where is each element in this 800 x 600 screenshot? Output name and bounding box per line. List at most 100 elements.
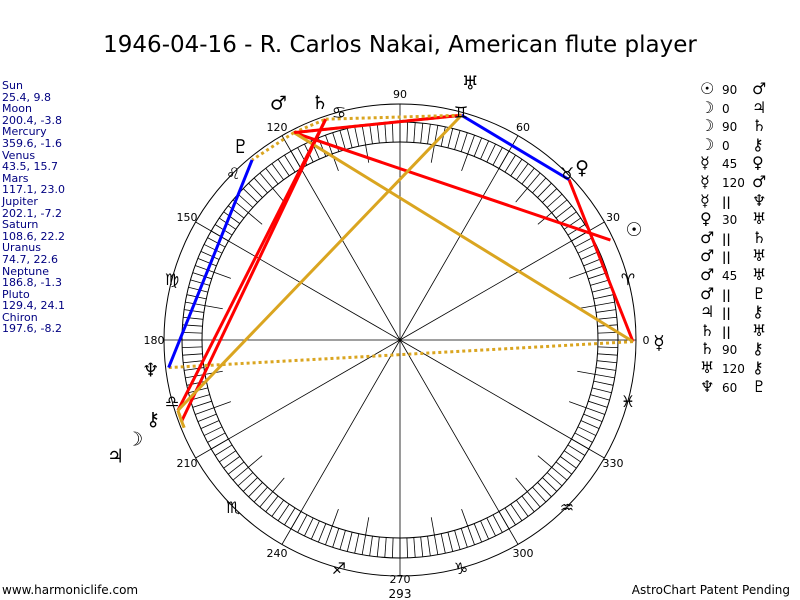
zodiac-sign-2: ♊ — [454, 103, 468, 122]
degree-tick — [526, 491, 541, 508]
ten-degree-tick — [272, 477, 285, 492]
degree-tick — [227, 205, 245, 219]
degree-tick — [369, 536, 373, 556]
degree-tick — [559, 211, 577, 224]
aspect-type: || — [722, 194, 731, 209]
degree-tick — [596, 367, 616, 371]
planet-glyph: ♃ — [752, 97, 767, 117]
ten-degree-tick — [430, 517, 435, 536]
degree-tick — [197, 413, 217, 423]
aspect-type: 0 — [722, 101, 730, 116]
degree-tick — [510, 503, 523, 521]
degree-tick — [197, 257, 217, 267]
degree-tick — [577, 426, 597, 436]
ten-degree-tick — [569, 271, 587, 279]
aspect-row: ♂ || ♄ — [700, 228, 772, 248]
aspect-type: 60 — [722, 380, 738, 395]
degree-tick — [427, 124, 431, 144]
degree-tick — [567, 444, 586, 456]
degree-tick — [406, 537, 409, 558]
degree-tick — [271, 163, 284, 181]
degree-tick — [354, 126, 360, 147]
aspect-line — [176, 114, 463, 412]
planet-name: Neptune — [2, 264, 50, 278]
planet-name: Moon — [2, 102, 32, 116]
aspect-list: ☉ 90 ♂ ☽ 0 ♃ ☽ 90 ♄ ☽ 0 ⚷ ☿ 45 ♀ ☿ 120 ♂ ☿ || ♆ ♀ 30 ♅ ♂ || ♄ ♂ || ♅ ♂… — [700, 79, 772, 397]
ten-degree-tick — [569, 401, 587, 409]
planet-name: Mars — [2, 171, 29, 185]
degree-tick — [237, 472, 254, 487]
planet-coords: 197.6, -8.2 — [2, 322, 62, 336]
degree-tick — [537, 482, 552, 498]
aspect-line — [176, 118, 328, 412]
degree-tick — [384, 537, 387, 558]
degree-tick — [188, 286, 208, 293]
planet-coords: 200.4, -3.8 — [2, 113, 62, 127]
degree-tick — [504, 507, 516, 526]
sign-boundary-line — [399, 135, 519, 341]
aspect-row: ♆ 60 ♇ — [700, 376, 772, 397]
degree-tick — [537, 182, 552, 198]
planet-name: Uranus — [2, 241, 41, 255]
degree-tick — [516, 499, 529, 517]
degree-tick — [592, 387, 612, 394]
planet-glyph-neptune: ♆ — [142, 360, 159, 382]
degree-tick — [391, 537, 394, 558]
degree-tick — [317, 523, 327, 543]
degree-tick — [184, 309, 204, 313]
planet-glyph: ♂ — [700, 246, 715, 266]
website-link[interactable]: www.harmoniclife.com — [2, 583, 139, 597]
degree-tick — [183, 316, 204, 320]
degree-tick — [593, 380, 614, 386]
aspect-row: ☽ 90 ♄ — [700, 117, 772, 136]
degree-tick — [200, 250, 220, 260]
planet-glyph: ☽ — [700, 116, 715, 136]
degree-tick — [480, 140, 490, 160]
degree-tick — [486, 143, 496, 163]
degree-tick — [183, 360, 204, 364]
degree-tick — [192, 272, 212, 280]
degree-tick — [253, 486, 268, 503]
degree-label: 300 — [513, 547, 534, 560]
planet-glyph-chiron: ⚷ — [146, 408, 160, 430]
ten-degree-tick — [365, 144, 370, 163]
degree-tick — [332, 528, 340, 548]
degree-label: 0 — [643, 334, 650, 347]
planet-glyph: ♅ — [700, 357, 715, 377]
ten-degree-tick — [213, 401, 231, 409]
planet-glyph: ♇ — [752, 376, 767, 396]
degree-tick — [190, 279, 210, 286]
aspect-line — [293, 131, 611, 242]
aspect-type: 45 — [722, 268, 738, 283]
aspect-row: ☿ 120 ♂ — [700, 172, 772, 192]
planet-name: Pluto — [2, 287, 30, 301]
degree-label: 60 — [516, 121, 530, 134]
planet-glyph: ☽ — [700, 134, 715, 154]
aspect-row: ♂ || ♇ — [700, 284, 772, 304]
ten-degree-tick — [365, 517, 370, 536]
degree-tick — [304, 517, 314, 537]
planet-name: Mercury — [2, 125, 47, 139]
degree-tick — [492, 147, 503, 166]
planet-name: Chiron — [2, 310, 38, 324]
planet-coords: 25.4, 9.8 — [2, 90, 51, 104]
ten-degree-tick — [272, 188, 285, 203]
planet-glyph-pluto: ♇ — [232, 136, 249, 158]
sign-boundary-line — [399, 221, 605, 341]
degree-tick — [203, 244, 223, 254]
degree-tick — [521, 167, 535, 185]
aspect-row: ☿ 45 ♀ — [700, 154, 772, 173]
planet-glyph: ♄ — [700, 339, 715, 359]
degree-tick — [559, 456, 577, 469]
degree-tick — [259, 491, 274, 508]
planet-glyph: ♅ — [752, 209, 767, 229]
degree-tick — [597, 331, 618, 334]
planet-glyph: ♄ — [700, 320, 715, 340]
zodiac-sign-8: ♐ — [332, 559, 346, 578]
degree-tick — [369, 124, 373, 144]
degree-tick — [574, 237, 593, 248]
planet-glyph: ♂ — [700, 264, 715, 284]
degree-tick — [526, 172, 541, 189]
degree-tick — [551, 466, 568, 481]
degree-tick — [563, 450, 581, 463]
